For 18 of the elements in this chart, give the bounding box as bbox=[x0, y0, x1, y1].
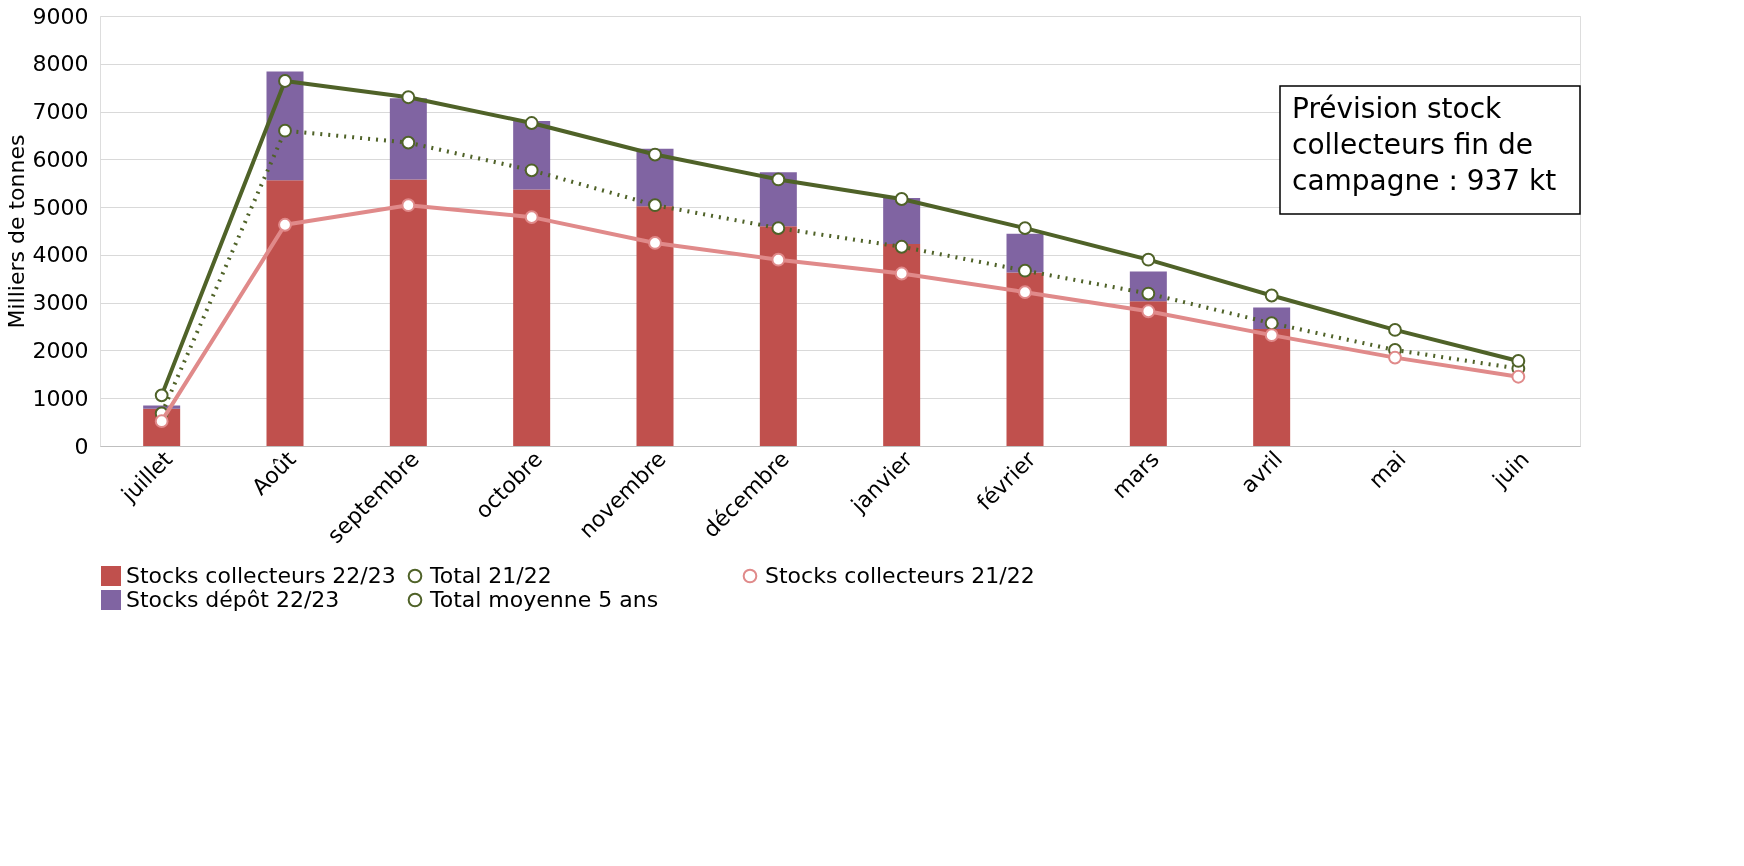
x-tick-label: juin bbox=[1487, 446, 1534, 494]
y-tick-label: 4000 bbox=[32, 242, 89, 268]
y-tick-label: 1000 bbox=[32, 385, 89, 411]
y-tick-label: 8000 bbox=[32, 51, 89, 77]
y-tick-label: 2000 bbox=[32, 337, 89, 363]
y-tick-label: 0 bbox=[74, 433, 89, 459]
legend-label: Stocks dépôt 22/23 bbox=[126, 587, 340, 612]
y-tick-label: 5000 bbox=[32, 194, 89, 220]
annotation: Prévision stock collecteurs fin de campagne : 937 kt bbox=[1292, 92, 1557, 197]
y-tick-label: 3000 bbox=[32, 290, 89, 316]
y-tick-label: 6000 bbox=[32, 146, 89, 172]
legend-label: Total moyenne 5 ans bbox=[429, 587, 659, 612]
legend-label: Total 21/22 bbox=[429, 563, 552, 588]
y-tick-label: 9000 bbox=[32, 3, 89, 29]
y-tick-label: 7000 bbox=[32, 99, 89, 125]
y-axis-title: Milliers de tonnes bbox=[3, 134, 29, 329]
legend-label: Stocks collecteurs 22/23 bbox=[126, 563, 396, 588]
legend-label: Stocks collecteurs 21/22 bbox=[765, 563, 1035, 588]
